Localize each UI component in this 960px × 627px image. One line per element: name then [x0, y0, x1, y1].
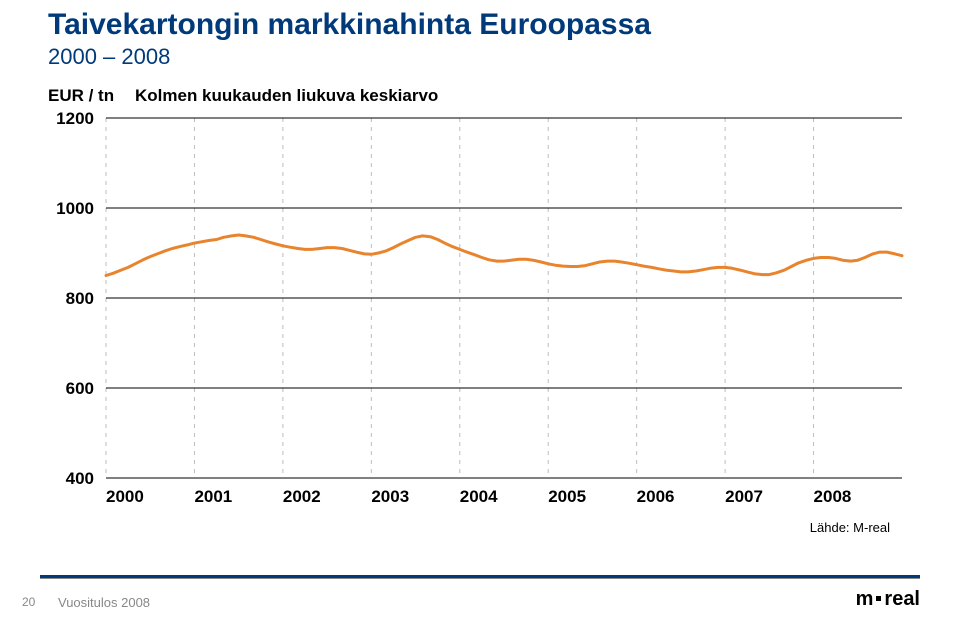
svg-text:800: 800 — [66, 289, 94, 308]
svg-text:1200: 1200 — [56, 110, 94, 128]
logo: mreal — [856, 588, 920, 611]
price-chart: 400 600 800 1000 1200 2000 2001 2002 2003 2004 200… — [48, 110, 912, 510]
svg-text:1000: 1000 — [56, 199, 94, 218]
date-range: 2000 – 2008 — [48, 44, 170, 70]
svg-text:2004: 2004 — [460, 487, 498, 506]
svg-text:600: 600 — [66, 379, 94, 398]
svg-text:2002: 2002 — [283, 487, 321, 506]
chart-subtitle: Kolmen kuukauden liukuva keskiarvo — [135, 86, 438, 106]
chart-svg: 400 600 800 1000 1200 2000 2001 2002 2003 2004 200… — [48, 110, 912, 510]
footer-text: Vuositulos 2008 — [58, 595, 150, 610]
svg-text:2003: 2003 — [371, 487, 409, 506]
svg-text:2006: 2006 — [637, 487, 675, 506]
y-axis-unit: EUR / tn — [48, 86, 114, 106]
chart-source: Lähde: M-real — [810, 520, 890, 535]
svg-text:2000: 2000 — [106, 487, 144, 506]
page-number: 20 — [22, 595, 35, 609]
footer-divider — [40, 575, 920, 579]
svg-text:2001: 2001 — [194, 487, 232, 506]
svg-text:400: 400 — [66, 469, 94, 488]
svg-text:2007: 2007 — [725, 487, 763, 506]
logo-left: m — [856, 588, 874, 610]
svg-text:2005: 2005 — [548, 487, 586, 506]
svg-text:2008: 2008 — [814, 487, 852, 506]
page-title: Taivekartongin markkinahinta Euroopassa — [48, 8, 651, 42]
logo-right: real — [884, 588, 920, 610]
logo-dot-icon — [876, 596, 881, 601]
